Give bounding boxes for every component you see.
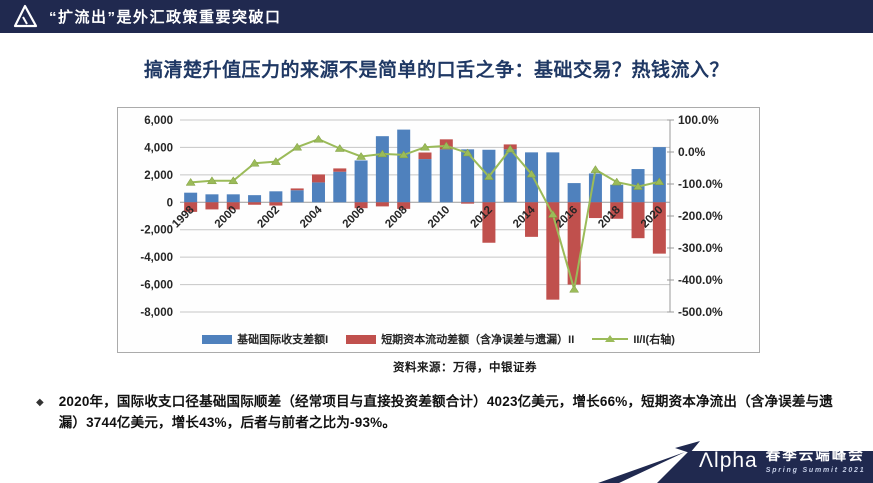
svg-text:4,000: 4,000: [144, 142, 173, 154]
svg-text:-300.0%: -300.0%: [678, 241, 723, 255]
svg-text:2004: 2004: [298, 204, 325, 231]
bullet-diamond-icon: ◆: [36, 397, 44, 408]
legend-item-3: II/I(右轴): [592, 331, 675, 347]
legend-label: II/I(右轴): [633, 334, 675, 346]
footer-banner-shape: [598, 441, 873, 483]
legend-item-1: 基础国际收支差额I: [202, 331, 328, 347]
alpha-logo-icon: [13, 4, 38, 28]
svg-text:0: 0: [167, 197, 173, 209]
bullet-row: ◆ 2020年，国际收支口径基础国际顺差（经常项目与直接投资差额合计）4023亿…: [36, 392, 846, 434]
svg-text:-100.0%: -100.0%: [678, 177, 723, 191]
banner-event-subtitle: Spring Summit 2021: [765, 467, 866, 474]
bop-chart-canvas: 6,000 4,000 2,000 0 -2,000 -4,000 -6,000 -8,000…: [118, 108, 759, 352]
svg-text:100.0%: 100.0%: [678, 113, 719, 127]
legend-swatch-icon: [202, 334, 233, 344]
svg-text:-8,000: -8,000: [140, 307, 173, 319]
bullet-text: 2020年，国际收支口径基础国际顺差（经常项目与直接投资差额合计）4023亿美元…: [58, 394, 833, 430]
top-bar: “扩流出”是外汇政策重要突破口: [0, 0, 873, 33]
svg-text:0.0%: 0.0%: [678, 145, 706, 159]
legend-label: 短期资本流动差额（含净误差与遗漏）II: [381, 334, 575, 346]
slide-header-title: “扩流出”是外汇政策重要突破口: [49, 9, 282, 26]
source-note: 资料来源：万得，中银证券: [393, 362, 537, 374]
svg-text:-2,000: -2,000: [140, 225, 173, 237]
chart-legend: 基础国际收支差额I 短期资本流动差额（含净误差与遗漏）II II/I(右轴): [118, 331, 759, 347]
svg-text:-6,000: -6,000: [140, 280, 173, 292]
alpha-brand-logo: Λlpha: [699, 449, 758, 472]
svg-text:-400.0%: -400.0%: [678, 273, 723, 287]
svg-text:-200.0%: -200.0%: [678, 209, 723, 223]
page-title: 搞清楚升值压力的来源不是简单的口舌之争：基础交易？热钱流入？: [143, 60, 729, 81]
legend-item-2: 短期资本流动差额（含净误差与遗漏）II: [346, 331, 574, 347]
svg-text:2002: 2002: [255, 204, 282, 231]
legend-line-marker-icon: [592, 335, 629, 342]
bop-chart-figure: 6,000 4,000 2,000 0 -2,000 -4,000 -6,000 -8,000…: [117, 107, 760, 353]
svg-text:-500.0%: -500.0%: [678, 305, 723, 319]
svg-text:2,000: 2,000: [144, 170, 173, 182]
footer-banner: Λlpha 春季云端峰会 Spring Summit 2021: [699, 447, 865, 474]
svg-text:-4,000: -4,000: [140, 252, 173, 264]
banner-event-name: 春季云端峰会: [765, 448, 865, 464]
svg-text:6,000: 6,000: [144, 115, 173, 127]
legend-swatch-icon: [346, 334, 377, 344]
legend-label: 基础国际收支差额I: [237, 334, 329, 346]
svg-text:2010: 2010: [426, 204, 453, 231]
